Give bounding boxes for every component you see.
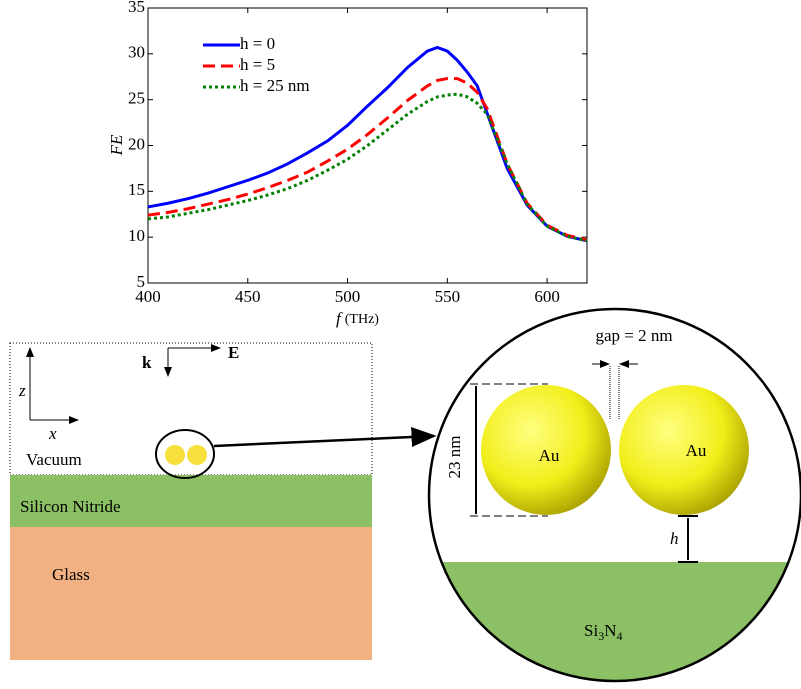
- figure: 5101520253035400450500550600f(THz)FEh = …: [0, 0, 801, 684]
- z-label: z: [18, 381, 26, 400]
- glass-label: Glass: [52, 565, 90, 584]
- label-part: 4: [616, 629, 622, 643]
- y-tick-label: 25: [128, 89, 145, 108]
- y-tick-label: 35: [128, 0, 145, 16]
- k-label: k: [142, 353, 152, 372]
- gap-label: gap = 2 nm: [595, 326, 672, 345]
- x-axis-label: f(THz): [336, 309, 379, 328]
- e-label: E: [228, 343, 239, 362]
- legend-label: h = 0: [240, 34, 275, 53]
- vacuum-label: Vacuum: [26, 450, 82, 469]
- x-axis-unit: (THz): [345, 312, 380, 327]
- label-part: N: [604, 621, 616, 640]
- x-tick-label: 500: [335, 287, 361, 306]
- particle: [187, 445, 207, 465]
- particle: [165, 445, 185, 465]
- y-tick-label: 10: [128, 226, 145, 245]
- legend-label: h = 25 nm: [240, 76, 310, 95]
- setup-diagram: z x k E Vacuum Silicon Nitride Glass: [10, 343, 434, 660]
- diameter-label: 23 nm: [445, 436, 464, 479]
- x-tick-label: 450: [235, 287, 261, 306]
- legend-label: h = 5: [240, 55, 275, 74]
- nitride-label: Silicon Nitride: [20, 497, 121, 516]
- au-label: Au: [686, 441, 707, 460]
- y-tick-label: 15: [128, 180, 145, 199]
- gold-sphere: [619, 385, 749, 515]
- zoom-view: 23 nm gap = 2 nm Au Au h Si3N4: [420, 309, 801, 684]
- x-label: x: [48, 424, 57, 443]
- x-tick-label: 600: [534, 287, 560, 306]
- y-tick-label: 30: [128, 43, 145, 62]
- h-label: h: [670, 529, 679, 548]
- x-tick-label: 400: [135, 287, 161, 306]
- zoom-arrow: [214, 436, 434, 446]
- x-tick-label: 550: [435, 287, 461, 306]
- y-axis-label: FE: [107, 134, 126, 156]
- label-part: Si: [584, 621, 598, 640]
- au-label: Au: [539, 446, 560, 465]
- x-axis-symbol: f: [336, 309, 343, 328]
- glass-layer: [10, 527, 372, 660]
- y-tick-label: 20: [128, 134, 145, 153]
